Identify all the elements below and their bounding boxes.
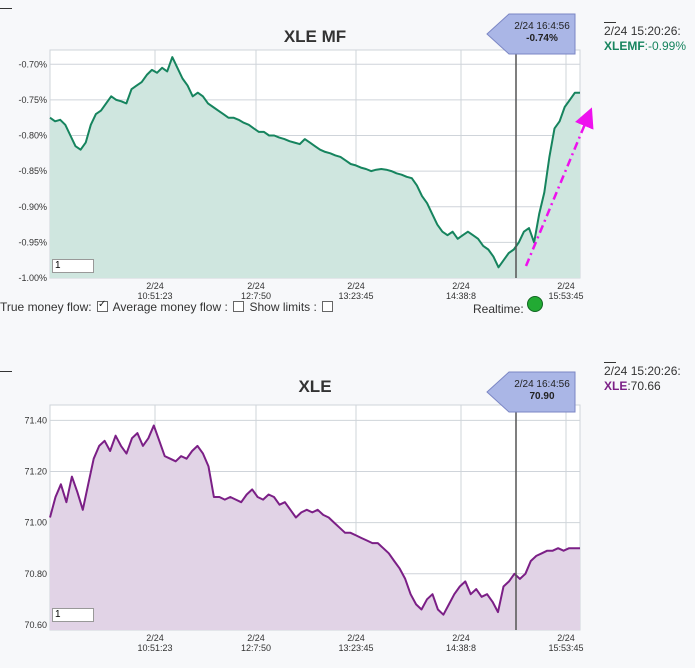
y-tick-label: 71.20 [24, 466, 47, 476]
true-money-flow-label: True money flow: [0, 300, 92, 314]
price-readout-symbol: XLE [604, 379, 628, 393]
readout-dash [604, 22, 616, 23]
realtime-status-indicator[interactable] [527, 296, 543, 312]
y-tick-label: -0.95% [18, 237, 47, 247]
price-panel: XLE 71.40 71.20 71.00 70.80 70.60 2/24 10:51:23… [0, 340, 695, 668]
y-tick-label: -0.85% [18, 166, 47, 176]
x-tick-time: 14:38:8 [446, 291, 476, 300]
average-money-flow-label: Average money flow : [112, 300, 228, 314]
zoom-input-bottom[interactable] [52, 608, 94, 622]
x-tick-time: 12:7:50 [241, 643, 271, 653]
x-tick-time: 12:7:50 [241, 291, 271, 300]
price-readout: 2/24 15:20:26: XLE:70.66 [604, 362, 681, 394]
y-tick-label: 71.00 [24, 518, 47, 528]
flag-arrow [486, 13, 576, 55]
readout-dash [604, 362, 616, 363]
x-tick-date: 2/24 [146, 281, 164, 291]
x-tick-date: 2/24 [146, 633, 164, 643]
x-tick-date: 2/24 [557, 633, 575, 643]
y-tick-label: 70.80 [24, 569, 47, 579]
y-tick-label: -1.00% [18, 273, 47, 283]
x-tick-time: 15:53:45 [548, 643, 583, 653]
average-money-flow-checkbox[interactable] [233, 301, 245, 312]
x-tick-date: 2/24 [452, 281, 470, 291]
true-money-flow-checkbox[interactable] [96, 299, 108, 312]
x-tick-date: 2/24 [247, 633, 265, 643]
series-area [50, 57, 580, 278]
chart-title: XLE MF [284, 27, 346, 46]
x-tick-time: 14:38:8 [446, 643, 476, 653]
y-tick-label: 71.40 [24, 415, 47, 425]
x-tick-date: 2/24 [347, 633, 365, 643]
price-chart[interactable]: XLE71.4071.2071.0070.8070.602/2410:51:23… [0, 340, 600, 660]
mf-readout-value: :-0.99% [644, 39, 687, 53]
mf-readout-time: 2/24 15:20:26: [604, 24, 681, 38]
series-line [49, 424, 580, 616]
price-readout-time: 2/24 15:20:26: [604, 364, 681, 378]
x-tick-date: 2/24 [247, 281, 265, 291]
flag-value: -0.74% [526, 33, 558, 44]
show-limits-checkbox[interactable] [322, 301, 334, 312]
mf-readout-symbol: XLEMF [604, 39, 645, 53]
chart-title: XLE [298, 377, 331, 396]
price-readout-value: :70.66 [627, 379, 661, 393]
flag-arrow [486, 371, 576, 413]
x-tick-date: 2/24 [452, 633, 470, 643]
series-area [50, 425, 580, 630]
show-limits-label: Show limits : [249, 300, 317, 314]
y-tick-label: -0.70% [18, 59, 47, 69]
flag-time: 2/24 16:4:56 [514, 21, 570, 32]
x-tick-time: 15:53:45 [548, 291, 583, 300]
money-flow-panel: XLE MF -0.70% -0.75% -0.80% -0.85% -0.90% -0.9… [0, 0, 695, 330]
x-tick-date: 2/24 [347, 281, 365, 291]
x-tick-date: 2/24 [557, 281, 575, 291]
flag-value: 70.90 [529, 391, 554, 402]
y-tick-label: -0.75% [18, 95, 47, 105]
x-tick-time: 13:23:45 [338, 291, 373, 300]
x-tick-time: 10:51:23 [137, 643, 172, 653]
money-flow-chart[interactable]: XLE MF -0.70% -0.75% -0.80% -0.85% -0.90% -0.9… [0, 0, 600, 300]
y-tick-label: 70.60 [24, 620, 47, 630]
y-tick-label: -0.80% [18, 131, 47, 141]
x-tick-time: 13:23:45 [338, 643, 373, 653]
y-tick-label: -0.90% [18, 202, 47, 212]
corner-dash [0, 371, 12, 372]
flag-time: 2/24 16:4:56 [514, 379, 570, 390]
value-flag: 2/24 16:4:56-0.74% [486, 13, 576, 55]
corner-dash [0, 8, 12, 9]
realtime-label: Realtime: [473, 302, 524, 316]
series-line [49, 56, 580, 269]
chart-controls: True money flow: Average money flow : Sh… [0, 299, 560, 316]
trend-arrow-annotation [524, 107, 594, 267]
zoom-input-top[interactable] [52, 259, 94, 273]
x-tick-time: 10:51:23 [137, 291, 172, 300]
mf-readout: 2/24 15:20:26: XLEMF:-0.99% [604, 22, 686, 54]
